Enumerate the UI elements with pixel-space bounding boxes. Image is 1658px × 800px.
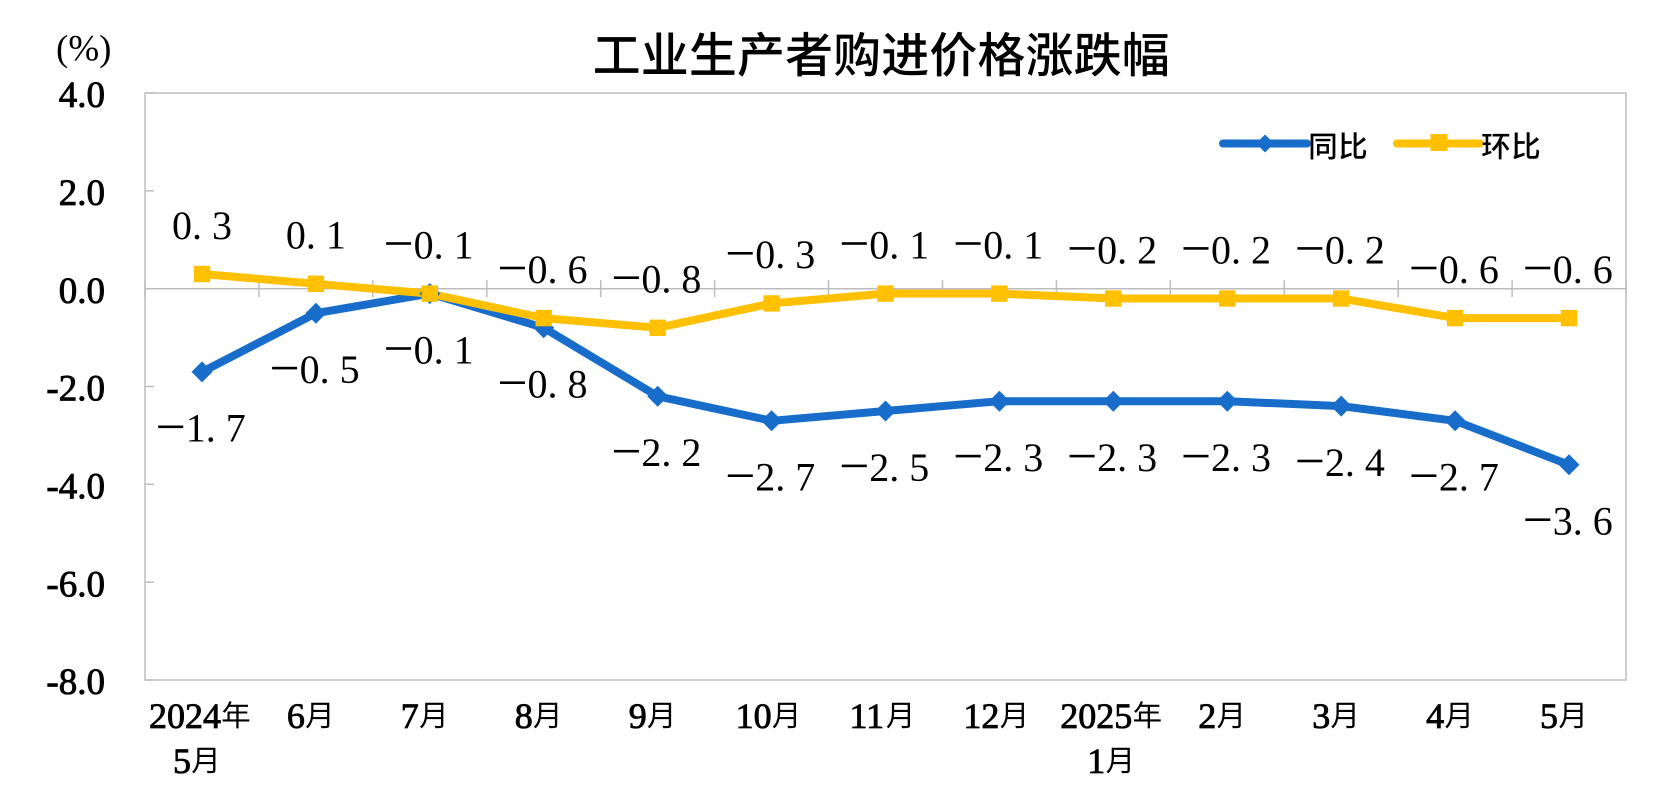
- svg-text:0.0: 0.0: [59, 271, 105, 312]
- svg-text:3. 6: 3. 6: [1553, 499, 1613, 544]
- svg-text:(%): (%): [56, 29, 111, 70]
- svg-text:0. 2: 0. 2: [1097, 227, 1157, 272]
- svg-text:2. 7: 2. 7: [755, 455, 815, 500]
- svg-text:2. 3: 2. 3: [1211, 435, 1271, 480]
- svg-text:4.0: 4.0: [59, 75, 105, 116]
- svg-text:0. 5: 0. 5: [300, 347, 360, 392]
- svg-text:2. 4: 2. 4: [1325, 440, 1385, 485]
- svg-text:-2.0: -2.0: [46, 369, 105, 410]
- svg-text:0. 3: 0. 3: [172, 203, 232, 248]
- svg-text:2. 7: 2. 7: [1439, 455, 1499, 500]
- svg-text:0. 6: 0. 6: [1439, 247, 1499, 292]
- svg-text:0. 6: 0. 6: [1553, 247, 1613, 292]
- svg-text:0. 1: 0. 1: [869, 222, 929, 267]
- svg-text:1. 7: 1. 7: [186, 406, 246, 451]
- svg-text:0. 2: 0. 2: [1211, 227, 1271, 272]
- svg-text:2: 2: [1198, 696, 1216, 736]
- svg-text:7: 7: [401, 696, 419, 736]
- svg-text:2. 3: 2. 3: [983, 435, 1043, 480]
- svg-text:2025: 2025: [1060, 696, 1132, 736]
- svg-text:-8.0: -8.0: [46, 662, 105, 703]
- svg-text:5: 5: [1540, 696, 1558, 736]
- svg-text:0. 8: 0. 8: [528, 362, 588, 407]
- svg-text:2. 5: 2. 5: [869, 445, 929, 490]
- svg-text:5: 5: [173, 741, 191, 781]
- svg-text:10: 10: [736, 696, 772, 736]
- svg-text:0. 8: 0. 8: [641, 257, 701, 302]
- svg-text:1: 1: [1087, 741, 1105, 781]
- svg-text:6: 6: [287, 696, 305, 736]
- svg-text:9: 9: [629, 696, 647, 736]
- svg-text:0. 3: 0. 3: [755, 232, 815, 277]
- svg-text:11: 11: [850, 696, 885, 736]
- svg-text:0. 1: 0. 1: [983, 222, 1043, 267]
- svg-text:-6.0: -6.0: [46, 564, 105, 605]
- svg-text:0. 1: 0. 1: [414, 222, 474, 267]
- svg-text:12: 12: [963, 696, 999, 736]
- svg-text:0. 6: 0. 6: [528, 247, 588, 292]
- svg-text:4: 4: [1426, 696, 1444, 736]
- svg-text:2. 2: 2. 2: [641, 430, 701, 475]
- svg-text:2.0: 2.0: [59, 173, 105, 214]
- svg-text:3: 3: [1312, 696, 1330, 736]
- svg-text:8: 8: [515, 696, 533, 736]
- svg-text:0. 1: 0. 1: [414, 327, 474, 372]
- svg-text:0. 1: 0. 1: [286, 213, 346, 258]
- svg-text:0. 2: 0. 2: [1325, 227, 1385, 272]
- svg-text:2. 3: 2. 3: [1097, 435, 1157, 480]
- svg-text:2024: 2024: [149, 696, 221, 736]
- svg-text:-4.0: -4.0: [46, 467, 105, 508]
